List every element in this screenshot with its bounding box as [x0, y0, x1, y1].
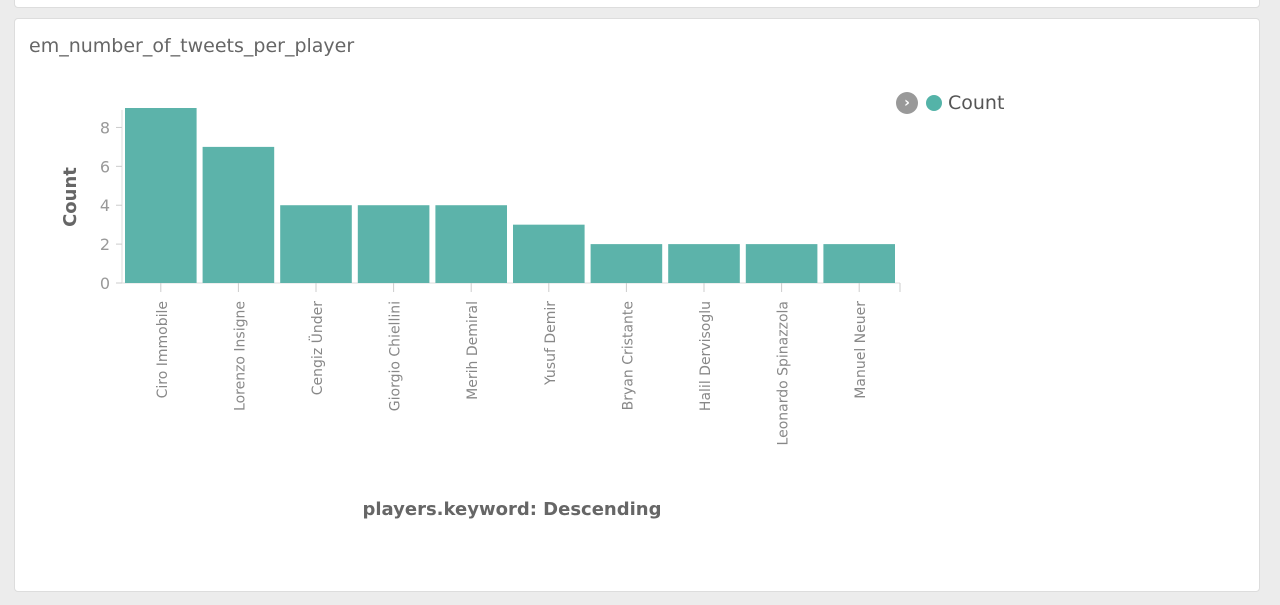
x-tick-label: Halil Dervisoglu [698, 301, 714, 411]
bar [668, 244, 740, 283]
x-tick-label: Ciro Immobile [155, 301, 171, 398]
x-tick-label: Bryan Cristante [620, 301, 636, 410]
y-tick-label: 8 [100, 118, 110, 137]
x-tick-label: Merih Demiral [465, 301, 481, 400]
bar [745, 244, 818, 283]
bar [125, 108, 197, 283]
bar [435, 205, 507, 283]
legend-label[interactable]: Count [948, 92, 1005, 114]
chevron-right-circle-icon[interactable]: › [896, 92, 918, 114]
x-tick-label: Manuel Neuer [853, 301, 869, 399]
visualization-panel: em_number_of_tweets_per_player [14, 18, 1260, 592]
legend: › Count [896, 92, 1004, 114]
x-tick-label: Lorenzo Insigne [232, 301, 248, 411]
y-tick-label: 4 [100, 196, 110, 215]
bar [590, 244, 663, 283]
y-axis-title: Count [60, 167, 81, 227]
panel-title: em_number_of_tweets_per_player [29, 35, 355, 57]
x-tick-label: Cengiz Ünder [308, 301, 326, 395]
bar [202, 146, 275, 283]
bar [513, 224, 585, 283]
x-tick-label: Yusuf Demir [543, 301, 559, 386]
y-tick-label: 2 [100, 235, 110, 254]
previous-panel [14, 0, 1260, 8]
y-tick-label: 6 [100, 157, 110, 176]
x-tick-label: Leonardo Spinazzola [776, 301, 792, 445]
bar [823, 244, 895, 283]
x-tick-label: Giorgio Chiellini [388, 301, 404, 411]
y-tick-label: 0 [100, 274, 110, 293]
legend-color-dot[interactable] [926, 95, 942, 111]
bar [357, 205, 430, 283]
x-axis-title: players.keyword: Descending [363, 499, 662, 520]
bar [280, 205, 352, 283]
